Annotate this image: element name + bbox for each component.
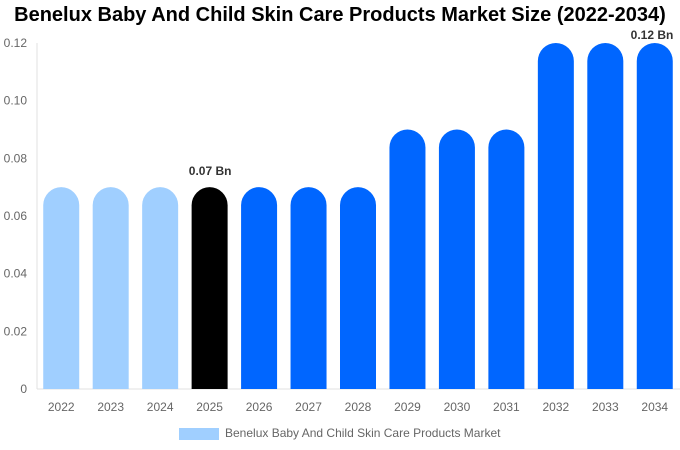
bar-2032 [537,43,574,389]
x-tick-label: 2025 [196,400,223,414]
y-tick-label: 0.12 [4,36,28,50]
legend-swatch [179,428,219,440]
y-tick-label: 0.02 [4,324,28,338]
data-label-2034: 0.12 Bn [631,28,674,42]
bar-2022 [43,187,80,389]
legend-label: Benelux Baby And Child Skin Care Product… [225,426,501,440]
x-tick-label: 2034 [641,400,668,414]
y-tick-label: 0.10 [4,94,28,108]
x-tick-label: 2024 [147,400,174,414]
x-tick-label: 2029 [394,400,421,414]
bar-2030 [438,129,475,389]
y-tick-label: 0 [20,382,27,396]
bar-2027 [290,187,327,389]
bar-2024 [142,187,179,389]
bar-2033 [587,43,624,389]
x-tick-label: 2022 [48,400,75,414]
chart-title: Benelux Baby And Child Skin Care Product… [14,4,666,26]
y-tick-label: 0.04 [4,267,28,281]
data-label-2025: 0.07 Bn [189,164,232,178]
bar-2026 [241,187,278,389]
bar-2028 [340,187,376,389]
x-tick-label: 2027 [295,400,322,414]
bar-2031 [488,129,525,389]
y-tick-label: 0.06 [4,209,28,223]
x-tick-label: 2028 [345,400,372,414]
legend: Benelux Baby And Child Skin Care Product… [179,426,501,440]
x-tick-label: 2023 [97,400,124,414]
bar-2029 [389,129,426,389]
bar-2023 [92,187,129,389]
y-tick-label: 0.08 [4,151,28,165]
x-tick-label: 2033 [592,400,619,414]
bar-2025 [191,187,228,389]
x-tick-label: 2030 [444,400,471,414]
bar-2034 [636,43,673,389]
x-tick-label: 2032 [542,400,569,414]
x-tick-label: 2026 [246,400,273,414]
x-tick-label: 2031 [493,400,520,414]
